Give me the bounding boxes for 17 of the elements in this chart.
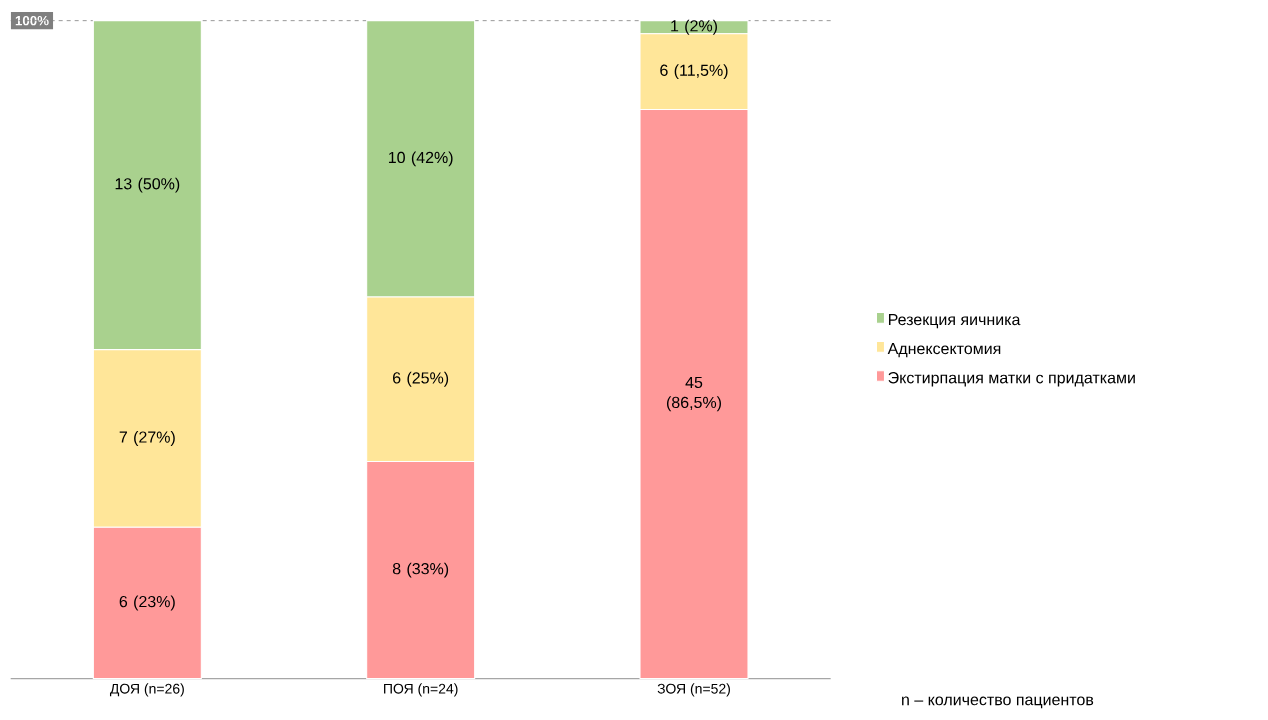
legend-label: Резекция яичника <box>888 314 1021 329</box>
ref-line-label: 100% <box>15 15 49 26</box>
data-label: 6 (11,5%) <box>660 64 728 80</box>
legend-label: Экстирпация матки с придатками <box>888 372 1135 387</box>
legend-label: Аднексектомия <box>887 343 1001 358</box>
data-label: 8 (33%) <box>392 562 449 578</box>
x-tick-label: ЗОЯ (n=52) <box>657 683 730 697</box>
data-label: 45 (86,5%) <box>666 376 722 412</box>
text: n – количество пациентов <box>902 696 1094 709</box>
data-label: 1 (2%) <box>671 19 717 35</box>
x-tick-label: ДОЯ (n=26) <box>109 683 184 697</box>
data-label: 6 (25%) <box>393 371 449 387</box>
data-label: 6 (23%) <box>119 595 175 611</box>
data-label: 13 (50%) <box>115 177 180 193</box>
x-tick-label: ПОЯ (n=24) <box>384 683 458 697</box>
data-label: 7 (27%) <box>119 431 175 446</box>
data-label: 10 (42%) <box>388 151 453 167</box>
